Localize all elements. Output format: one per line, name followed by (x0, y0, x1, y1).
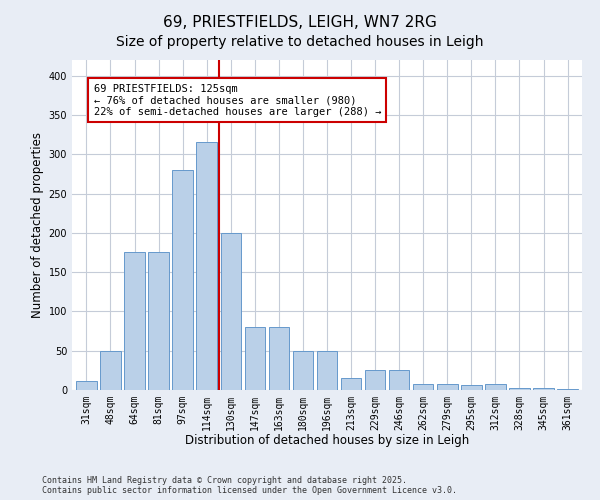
Bar (485, 384, 506, 390)
Bar (148, 252, 169, 390)
Bar (413, 384, 433, 390)
Bar (317, 350, 337, 390)
Bar (509, 388, 530, 390)
X-axis label: Distribution of detached houses by size in Leigh: Distribution of detached houses by size … (185, 434, 469, 448)
Bar (76, 380, 97, 390)
Text: 69 PRIESTFIELDS: 125sqm
← 76% of detached houses are smaller (980)
22% of semi-d: 69 PRIESTFIELDS: 125sqm ← 76% of detache… (94, 84, 381, 117)
Bar (341, 378, 361, 390)
Bar (221, 233, 241, 390)
Bar (365, 370, 385, 390)
Bar (245, 327, 265, 390)
Bar (557, 389, 578, 390)
Bar (389, 370, 409, 390)
Bar (172, 170, 193, 390)
Bar (533, 388, 554, 390)
Text: Contains HM Land Registry data © Crown copyright and database right 2025.
Contai: Contains HM Land Registry data © Crown c… (42, 476, 457, 495)
Bar (124, 252, 145, 390)
Bar (437, 384, 458, 390)
Y-axis label: Number of detached properties: Number of detached properties (31, 132, 44, 318)
Bar (100, 350, 121, 390)
Bar (461, 386, 482, 390)
Bar (293, 350, 313, 390)
Bar (196, 142, 217, 390)
Text: 69, PRIESTFIELDS, LEIGH, WN7 2RG: 69, PRIESTFIELDS, LEIGH, WN7 2RG (163, 15, 437, 30)
Text: Size of property relative to detached houses in Leigh: Size of property relative to detached ho… (116, 35, 484, 49)
Bar (269, 327, 289, 390)
